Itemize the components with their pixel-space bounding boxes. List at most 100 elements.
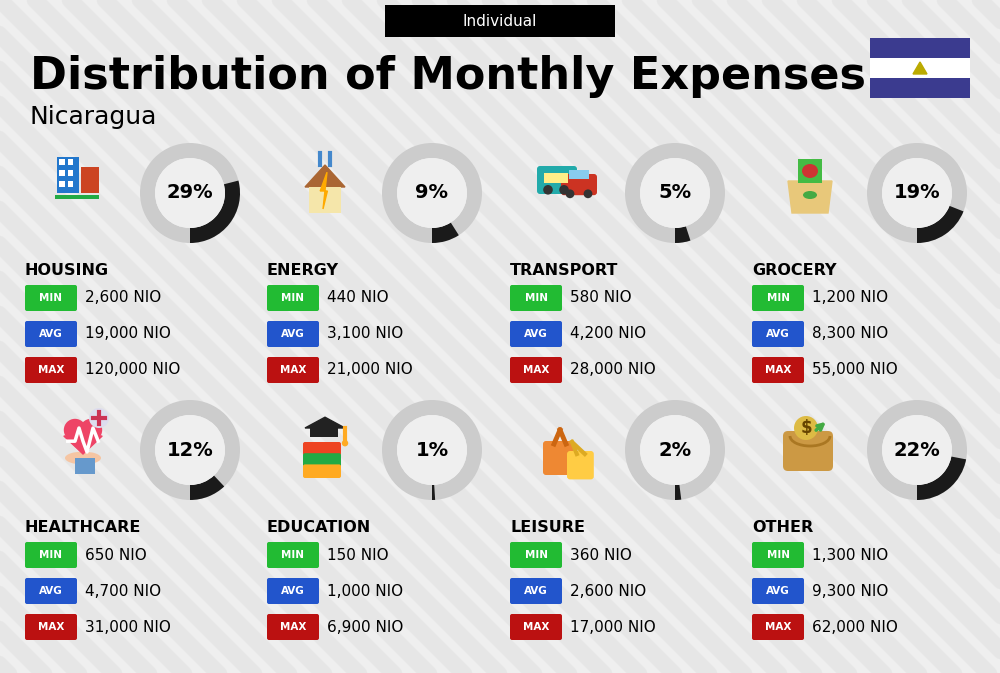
FancyBboxPatch shape: [510, 357, 562, 383]
FancyBboxPatch shape: [25, 542, 77, 568]
Text: MAX: MAX: [38, 365, 64, 375]
Circle shape: [155, 158, 225, 228]
Text: HOUSING: HOUSING: [25, 263, 109, 278]
Text: 6,900 NIO: 6,900 NIO: [327, 620, 403, 635]
Circle shape: [640, 415, 710, 485]
Wedge shape: [625, 400, 725, 500]
Circle shape: [397, 415, 467, 485]
FancyBboxPatch shape: [752, 542, 804, 568]
Text: 19%: 19%: [894, 184, 940, 203]
FancyBboxPatch shape: [870, 58, 970, 78]
Text: 360 NIO: 360 NIO: [570, 548, 632, 563]
Circle shape: [640, 158, 710, 228]
FancyBboxPatch shape: [68, 170, 73, 176]
Text: 62,000 NIO: 62,000 NIO: [812, 620, 898, 635]
Polygon shape: [305, 165, 345, 187]
Text: MIN: MIN: [40, 293, 62, 303]
Wedge shape: [917, 206, 963, 243]
FancyBboxPatch shape: [59, 159, 65, 166]
Text: AVG: AVG: [39, 329, 63, 339]
Text: 440 NIO: 440 NIO: [327, 291, 389, 306]
Text: 1%: 1%: [415, 441, 449, 460]
Text: MIN: MIN: [282, 293, 304, 303]
FancyBboxPatch shape: [752, 578, 804, 604]
Ellipse shape: [65, 452, 101, 464]
Text: Individual: Individual: [463, 13, 537, 28]
FancyBboxPatch shape: [310, 428, 338, 437]
Text: AVG: AVG: [766, 329, 790, 339]
Circle shape: [794, 416, 818, 440]
Polygon shape: [64, 436, 102, 454]
FancyBboxPatch shape: [752, 285, 804, 311]
FancyBboxPatch shape: [543, 441, 574, 475]
FancyBboxPatch shape: [783, 431, 833, 471]
Text: 1,300 NIO: 1,300 NIO: [812, 548, 888, 563]
FancyBboxPatch shape: [267, 357, 319, 383]
Text: 55,000 NIO: 55,000 NIO: [812, 363, 898, 378]
FancyBboxPatch shape: [68, 180, 73, 187]
Text: 2%: 2%: [658, 441, 692, 460]
Polygon shape: [320, 172, 327, 209]
Text: 29%: 29%: [167, 184, 213, 203]
Polygon shape: [305, 417, 345, 428]
Text: MAX: MAX: [280, 365, 306, 375]
FancyBboxPatch shape: [303, 464, 341, 478]
Ellipse shape: [802, 164, 818, 178]
Text: Distribution of Monthly Expenses: Distribution of Monthly Expenses: [30, 55, 866, 98]
Text: MAX: MAX: [765, 622, 791, 632]
FancyBboxPatch shape: [303, 442, 341, 456]
Text: MAX: MAX: [38, 622, 64, 632]
Text: 4,200 NIO: 4,200 NIO: [570, 326, 646, 341]
Circle shape: [882, 158, 952, 228]
Text: AVG: AVG: [281, 329, 305, 339]
Polygon shape: [913, 62, 927, 74]
Polygon shape: [788, 181, 832, 213]
Text: EDUCATION: EDUCATION: [267, 520, 371, 535]
Wedge shape: [382, 143, 482, 243]
Wedge shape: [432, 223, 459, 243]
Text: 8,300 NIO: 8,300 NIO: [812, 326, 888, 341]
Text: AVG: AVG: [766, 586, 790, 596]
FancyBboxPatch shape: [510, 321, 562, 347]
Circle shape: [89, 408, 109, 428]
FancyBboxPatch shape: [267, 321, 319, 347]
FancyBboxPatch shape: [752, 614, 804, 640]
FancyBboxPatch shape: [81, 167, 99, 193]
Text: $: $: [800, 419, 812, 437]
Text: 21,000 NIO: 21,000 NIO: [327, 363, 413, 378]
Text: 12%: 12%: [167, 441, 213, 460]
Text: LEISURE: LEISURE: [510, 520, 585, 535]
Text: 22%: 22%: [894, 441, 940, 460]
Wedge shape: [675, 226, 690, 243]
Wedge shape: [867, 400, 967, 500]
FancyBboxPatch shape: [752, 357, 804, 383]
FancyBboxPatch shape: [510, 578, 562, 604]
Text: Nicaragua: Nicaragua: [30, 105, 157, 129]
Text: 3,100 NIO: 3,100 NIO: [327, 326, 403, 341]
Text: MIN: MIN: [767, 293, 790, 303]
Text: AVG: AVG: [524, 329, 548, 339]
FancyBboxPatch shape: [68, 159, 73, 166]
FancyBboxPatch shape: [561, 174, 597, 195]
Text: 2,600 NIO: 2,600 NIO: [85, 291, 161, 306]
Text: 4,700 NIO: 4,700 NIO: [85, 583, 161, 598]
Circle shape: [882, 415, 952, 485]
Text: MIN: MIN: [524, 293, 548, 303]
Wedge shape: [140, 400, 240, 500]
FancyBboxPatch shape: [870, 38, 970, 58]
Text: 1,000 NIO: 1,000 NIO: [327, 583, 403, 598]
Text: MAX: MAX: [280, 622, 306, 632]
Wedge shape: [190, 476, 224, 500]
Circle shape: [566, 189, 574, 199]
Text: 5%: 5%: [658, 184, 692, 203]
Text: 31,000 NIO: 31,000 NIO: [85, 620, 171, 635]
FancyBboxPatch shape: [870, 78, 970, 98]
Text: 9,300 NIO: 9,300 NIO: [812, 583, 888, 598]
Wedge shape: [867, 143, 967, 243]
Text: AVG: AVG: [281, 586, 305, 596]
Text: ENERGY: ENERGY: [267, 263, 339, 278]
Text: 9%: 9%: [416, 184, 448, 203]
FancyBboxPatch shape: [267, 578, 319, 604]
Text: 120,000 NIO: 120,000 NIO: [85, 363, 180, 378]
Circle shape: [64, 419, 86, 441]
